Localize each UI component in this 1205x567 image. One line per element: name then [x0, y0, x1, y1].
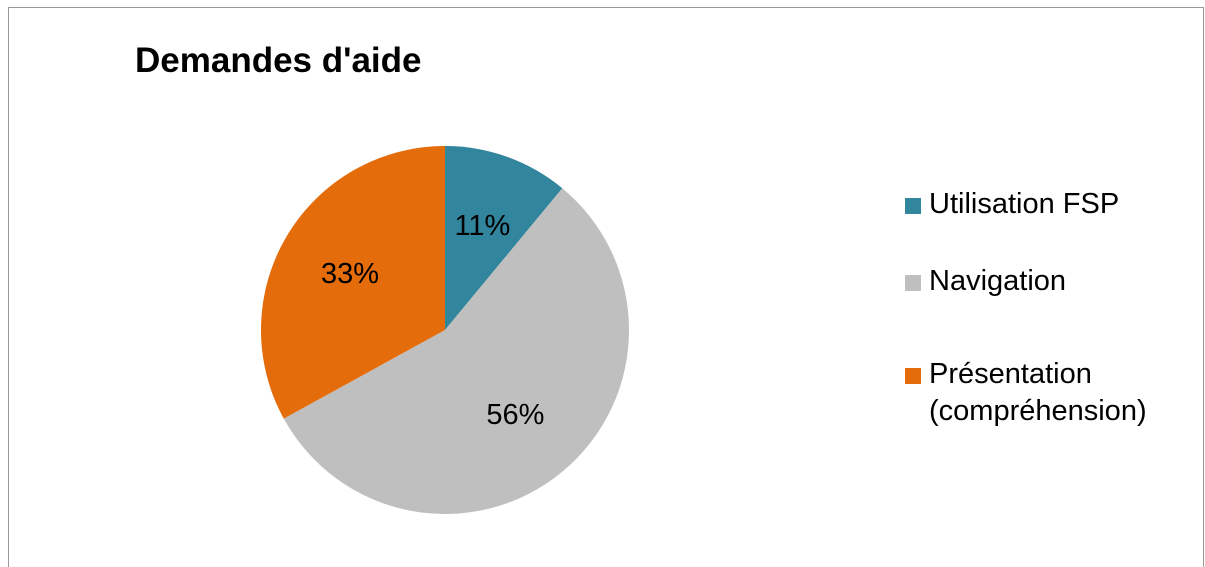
legend: Utilisation FSP Navigation Présentation …	[905, 186, 1195, 470]
legend-label: Présentation (compréhension)	[929, 358, 1147, 427]
pie-slice-utilisation-fsp	[445, 146, 563, 330]
legend-item-navigation: Navigation	[905, 263, 1195, 300]
pie-slice-navigation	[283, 188, 630, 514]
legend-label: Navigation	[929, 265, 1067, 297]
pie-slice-pr-sentation-compr-hension	[261, 146, 445, 419]
slice-data-label: 33%	[321, 258, 379, 290]
pie-slices	[261, 146, 630, 514]
legend-swatch	[905, 368, 921, 384]
legend-label: Utilisation FSP	[929, 188, 1120, 220]
legend-swatch	[905, 198, 921, 214]
slice-data-label: 56%	[486, 399, 544, 431]
legend-item-presentation: Présentation (compréhension)	[905, 356, 1195, 430]
chart-title: Demandes d'aide	[135, 41, 422, 80]
slice-data-label: 11%	[454, 210, 510, 242]
legend-item-utilisation-fsp: Utilisation FSP	[905, 186, 1195, 223]
pie-labels: 11% 56% 33%	[321, 210, 544, 431]
legend-swatch	[905, 275, 921, 291]
